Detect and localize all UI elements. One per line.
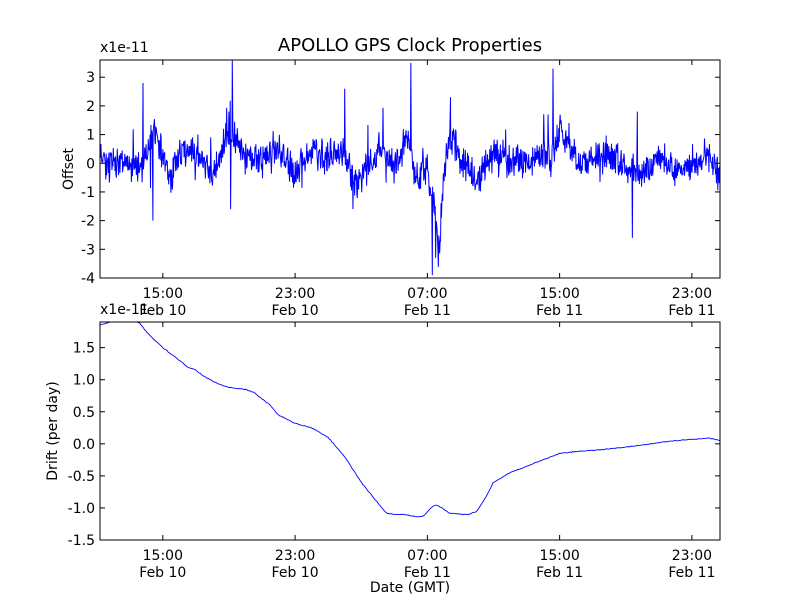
y-tick-label: 1.0 [73, 373, 95, 389]
y-scale-label: x1e-11 [100, 302, 149, 318]
x-tick-date-label: Feb 11 [404, 565, 451, 581]
x-tick-date-label: Feb 11 [404, 303, 451, 319]
y-tick-label: -1 [81, 185, 95, 201]
plot-frame [99, 59, 721, 279]
y-tick-label: 0 [86, 156, 95, 172]
y-tick-label: -2 [81, 214, 95, 230]
y-axis-label: Drift (per day) [45, 381, 61, 480]
y-tick-label: 1.5 [73, 341, 95, 357]
plot-frame [99, 321, 721, 541]
y-tick-label: 0.5 [73, 405, 95, 421]
y-tick-label: -1.5 [68, 533, 95, 549]
x-tick-date-label: Feb 10 [139, 303, 186, 319]
x-tick-time-label: 15:00 [143, 286, 183, 302]
series-line-offset [100, 60, 720, 276]
x-tick-time-label: 07:00 [407, 548, 447, 564]
x-tick-time-label: 15:00 [539, 286, 579, 302]
x-tick-time-label: 23:00 [275, 286, 315, 302]
y-tick-label: -4 [81, 271, 95, 287]
x-tick-date-label: Feb 10 [139, 565, 186, 581]
y-scale-label: x1e-11 [100, 40, 149, 56]
x-tick-date-label: Feb 11 [668, 303, 715, 319]
y-tick-label: -3 [81, 242, 95, 258]
y-tick-label: 1 [86, 128, 95, 144]
x-tick-time-label: 07:00 [407, 286, 447, 302]
x-tick-time-label: 15:00 [539, 548, 579, 564]
y-tick-label: -1.0 [68, 501, 95, 517]
y-axis-label: Offset [61, 147, 77, 190]
y-tick-label: 2 [86, 99, 95, 115]
x-tick-date-label: Feb 11 [536, 565, 583, 581]
x-tick-date-label: Feb 10 [272, 303, 319, 319]
x-axis-label: Date (GMT) [370, 580, 450, 596]
x-tick-time-label: 23:00 [275, 548, 315, 564]
x-tick-date-label: Feb 10 [272, 565, 319, 581]
series-line-drift [100, 322, 720, 518]
y-tick-label: 0.0 [73, 437, 95, 453]
x-tick-date-label: Feb 11 [536, 303, 583, 319]
x-tick-time-label: 23:00 [672, 548, 712, 564]
x-tick-time-label: 15:00 [143, 548, 183, 564]
x-tick-time-label: 23:00 [672, 286, 712, 302]
chart-title: APOLLO GPS Clock Properties [278, 35, 542, 56]
y-tick-label: 3 [86, 70, 95, 86]
x-tick-date-label: Feb 11 [668, 565, 715, 581]
y-tick-label: -0.5 [68, 469, 95, 485]
